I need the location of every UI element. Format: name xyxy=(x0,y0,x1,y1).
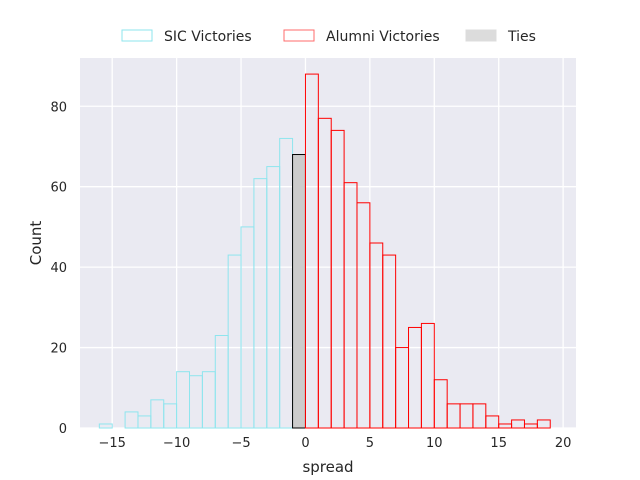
x-tick-labels: −15 −10 −5 0 5 10 15 20 xyxy=(98,436,571,451)
ties-bar xyxy=(292,154,306,429)
x-tick-label: −15 xyxy=(98,436,125,451)
alumni-victories-bar xyxy=(382,254,397,429)
y-tick-label: 40 xyxy=(50,261,67,276)
x-tick-label: 10 xyxy=(426,436,443,451)
x-tick-label: 5 xyxy=(366,436,374,451)
legend-label-ties: Ties xyxy=(507,29,536,45)
legend-label-alumni-victories: Alumni Victories xyxy=(326,29,440,45)
y-tick-label: 20 xyxy=(50,342,67,357)
x-tick-label: −10 xyxy=(163,436,190,451)
x-tick-label: 20 xyxy=(555,436,572,451)
histogram-bars xyxy=(98,73,551,429)
legend-swatch-ties xyxy=(465,29,497,42)
x-tick-label: 0 xyxy=(301,436,309,451)
y-tick-label: 80 xyxy=(50,100,67,115)
y-tick-label: 60 xyxy=(50,181,67,196)
legend: SIC Victories Alumni Victories Ties xyxy=(121,29,536,45)
y-tick-labels: 0 20 40 60 80 xyxy=(50,100,67,437)
legend-swatch-alumni-victories xyxy=(283,29,315,42)
sic-victories-bar xyxy=(98,423,113,429)
alumni-victories-bar xyxy=(420,322,435,429)
plot-background xyxy=(80,58,576,428)
alumni-victories-bar xyxy=(536,419,551,429)
alumni-victories-bar xyxy=(485,415,500,429)
x-tick-label: −5 xyxy=(231,436,250,451)
y-tick-label: 0 xyxy=(59,422,67,437)
legend-label-sic-victories: SIC Victories xyxy=(164,29,252,45)
y-axis-label: Count xyxy=(27,221,45,266)
x-tick-label: 15 xyxy=(490,436,507,451)
x-axis-label: spread xyxy=(302,458,353,476)
legend-swatch-sic-victories xyxy=(121,29,153,42)
